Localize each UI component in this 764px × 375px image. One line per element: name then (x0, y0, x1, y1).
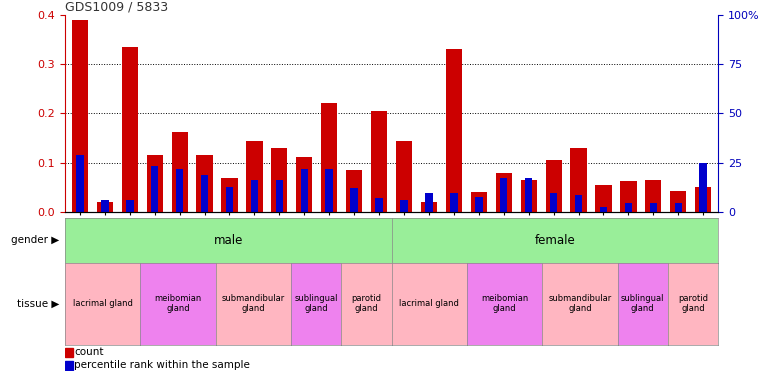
Bar (72, 20, 88, 212)
Bar (695, 187, 711, 212)
Bar (65, 348, 73, 357)
Text: GDS1009 / 5833: GDS1009 / 5833 (65, 1, 168, 14)
Bar (445, 50, 462, 212)
Bar (595, 185, 611, 212)
Bar (296, 157, 312, 212)
Bar (300, 169, 308, 212)
Text: sublingual
gland: sublingual gland (621, 294, 665, 314)
Bar (400, 200, 408, 212)
Bar (271, 148, 287, 212)
Bar (426, 193, 432, 212)
Bar (550, 193, 558, 212)
Bar (222, 178, 238, 212)
Bar (575, 195, 582, 212)
Bar (121, 47, 138, 212)
Bar (196, 155, 212, 212)
Bar (225, 187, 233, 212)
Bar (176, 169, 183, 212)
Text: sublingual
gland: sublingual gland (294, 294, 338, 314)
Text: parotid
gland: parotid gland (678, 294, 708, 314)
Bar (101, 200, 108, 212)
Text: female: female (535, 234, 575, 246)
Bar (571, 148, 587, 212)
Bar (246, 141, 263, 212)
Bar (700, 163, 707, 212)
Text: lacrimal gland: lacrimal gland (73, 299, 133, 308)
Bar (396, 141, 412, 212)
Bar (670, 191, 686, 212)
Bar (675, 203, 682, 212)
Bar (251, 180, 258, 212)
Bar (496, 174, 512, 212)
Text: meibomian
gland: meibomian gland (154, 294, 202, 314)
Bar (520, 180, 537, 212)
Text: parotid
gland: parotid gland (351, 294, 381, 314)
Bar (475, 197, 483, 212)
Bar (600, 207, 607, 212)
Bar (620, 181, 636, 212)
Bar (375, 198, 383, 212)
Bar (276, 180, 283, 212)
Text: tissue ▶: tissue ▶ (18, 299, 60, 309)
Bar (545, 160, 562, 212)
Text: percentile rank within the sample: percentile rank within the sample (74, 360, 250, 370)
Bar (346, 170, 362, 212)
Bar (325, 169, 333, 212)
Bar (201, 175, 209, 212)
Text: submandibular
gland: submandibular gland (549, 294, 612, 314)
Text: male: male (214, 234, 243, 246)
Text: count: count (74, 347, 104, 357)
Text: meibomian
gland: meibomian gland (481, 294, 528, 314)
Bar (151, 166, 158, 212)
Bar (625, 203, 632, 212)
Bar (471, 192, 487, 212)
Bar (500, 178, 507, 212)
Bar (97, 202, 113, 212)
Bar (65, 361, 73, 370)
Bar (321, 103, 338, 212)
Bar (371, 111, 387, 212)
Text: gender ▶: gender ▶ (11, 235, 60, 245)
Bar (450, 193, 458, 212)
Bar (147, 155, 163, 212)
Bar (421, 202, 437, 212)
Bar (76, 155, 83, 212)
Bar (172, 132, 188, 212)
Text: submandibular
gland: submandibular gland (222, 294, 285, 314)
Bar (351, 188, 358, 212)
Bar (126, 200, 134, 212)
Text: lacrimal gland: lacrimal gland (400, 299, 459, 308)
Bar (646, 180, 662, 212)
Bar (525, 178, 533, 212)
Bar (649, 203, 657, 212)
